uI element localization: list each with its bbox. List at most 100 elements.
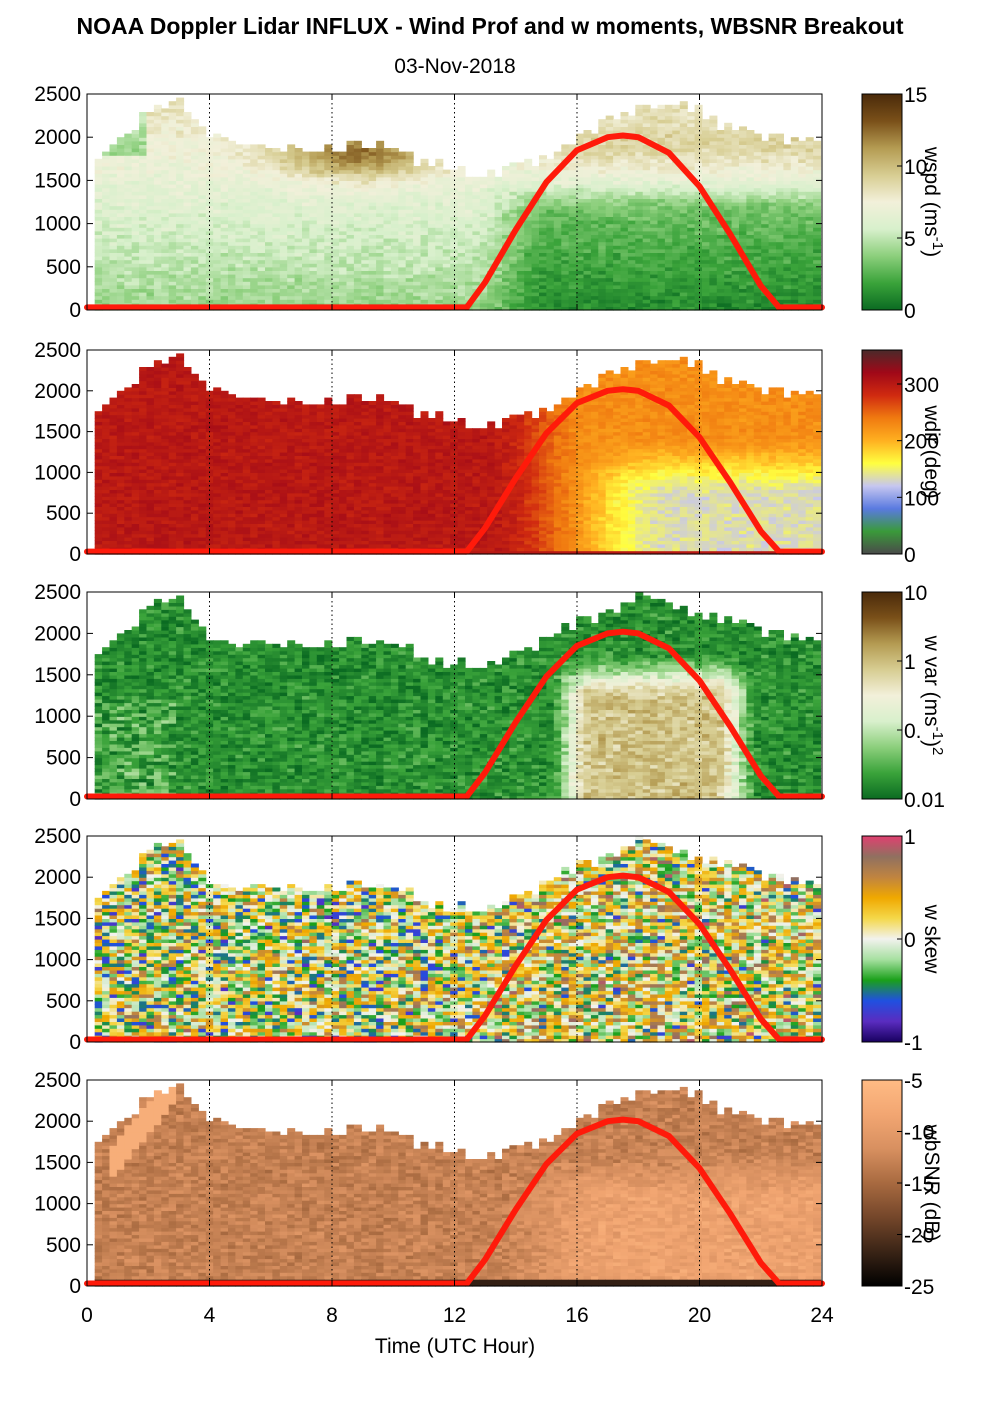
wspd-cell <box>598 242 606 246</box>
wspd-cell <box>406 162 414 166</box>
wspd-cell <box>546 166 554 170</box>
wspd-cell <box>739 184 747 188</box>
wspd-cell <box>132 267 140 271</box>
wspd-cell <box>361 299 369 303</box>
wspd-cell <box>280 180 288 184</box>
wspd-cell <box>458 242 466 246</box>
wspd-cell <box>406 260 414 264</box>
wspd-cell <box>176 256 184 260</box>
wdir-cell <box>124 394 132 398</box>
wspd-cell <box>243 191 251 195</box>
wspd-cell <box>524 220 532 224</box>
wspd-cell <box>798 242 806 246</box>
wspd-cell <box>480 191 488 195</box>
wspd-cell <box>235 292 243 296</box>
wspd-cell <box>384 288 392 292</box>
wspd-cell <box>502 195 510 199</box>
wspd-cell <box>287 238 295 242</box>
wspd-cell <box>280 260 288 264</box>
wspd-cell <box>228 216 236 220</box>
wspd-cell <box>295 245 303 249</box>
wspd-cell <box>361 213 369 217</box>
wspd-cell <box>213 191 221 195</box>
wspd-cell <box>598 170 606 174</box>
wspd-cell <box>198 224 206 228</box>
wspd-cell <box>658 263 666 267</box>
wspd-cell <box>309 220 317 224</box>
wspd-cell <box>709 162 717 166</box>
wspd-cell <box>228 256 236 260</box>
wspd-cell <box>546 267 554 271</box>
wspd-cell <box>191 296 199 300</box>
wspd-cell <box>635 162 643 166</box>
wspd-cell <box>539 155 547 159</box>
wspd-cell <box>354 231 362 235</box>
wspd-cell <box>421 285 429 289</box>
wspd-cell <box>147 238 155 242</box>
wspd-cell <box>458 245 466 249</box>
wspd-cell <box>783 195 791 199</box>
wspd-cell <box>117 231 125 235</box>
wspd-cell <box>783 166 791 170</box>
wspd-cell <box>169 245 177 249</box>
wspd-cell <box>117 285 125 289</box>
wspd-cell <box>606 213 614 217</box>
wspd-cell <box>650 249 658 253</box>
wspd-cell <box>732 299 740 303</box>
wspd-cell <box>154 278 162 282</box>
wspd-cell <box>672 216 680 220</box>
wspd-cell <box>650 112 658 116</box>
wspd-cell <box>369 285 377 289</box>
wspd-cell <box>317 195 325 199</box>
wspd-cell <box>724 245 732 249</box>
wspd-cell <box>732 148 740 152</box>
wspd-cell <box>110 270 118 274</box>
wspd-cell <box>621 263 629 267</box>
wspd-cell <box>606 292 614 296</box>
wspd-cell <box>272 242 280 246</box>
wspd-cell <box>806 260 814 264</box>
wspd-cell <box>754 252 762 256</box>
wspd-cell <box>776 242 784 246</box>
wspd-cell <box>554 270 562 274</box>
wspd-cell <box>761 170 769 174</box>
wspd-cell <box>287 260 295 264</box>
wspd-cell <box>124 220 132 224</box>
wspd-cell <box>783 296 791 300</box>
wspd-cell <box>628 234 636 238</box>
wspd-cell <box>117 195 125 199</box>
wspd-cell <box>213 238 221 242</box>
wspd-cell <box>554 202 562 206</box>
wspd-cell <box>546 285 554 289</box>
wspd-cell <box>554 281 562 285</box>
wspd-cell <box>243 285 251 289</box>
wspd-cell <box>132 224 140 228</box>
wspd-cell <box>309 299 317 303</box>
wspd-cell <box>576 216 584 220</box>
wspd-cell <box>354 184 362 188</box>
wspd-cell <box>739 216 747 220</box>
wspd-cell <box>806 162 814 166</box>
wspd-cell <box>184 148 192 152</box>
wspd-cell <box>613 180 621 184</box>
wspd-cell <box>517 188 525 192</box>
wspd-cell <box>147 137 155 141</box>
wspd-cell <box>428 231 436 235</box>
wspd-cell <box>102 162 110 166</box>
wspd-cell <box>665 249 673 253</box>
wspd-cell <box>680 216 688 220</box>
wspd-cell <box>191 242 199 246</box>
wspd-cell <box>658 191 666 195</box>
wspd-cell <box>783 227 791 231</box>
wspd-cell <box>643 288 651 292</box>
wspd-cell <box>176 152 184 156</box>
wspd-cell <box>391 288 399 292</box>
wspd-cell <box>347 249 355 253</box>
wspd-cell <box>332 299 340 303</box>
wspd-cell <box>309 256 317 260</box>
wspd-cell <box>665 260 673 264</box>
wspd-cell <box>110 152 118 156</box>
wspd-cell <box>124 159 132 163</box>
wspd-cell <box>724 292 732 296</box>
wspd-cell <box>124 263 132 267</box>
